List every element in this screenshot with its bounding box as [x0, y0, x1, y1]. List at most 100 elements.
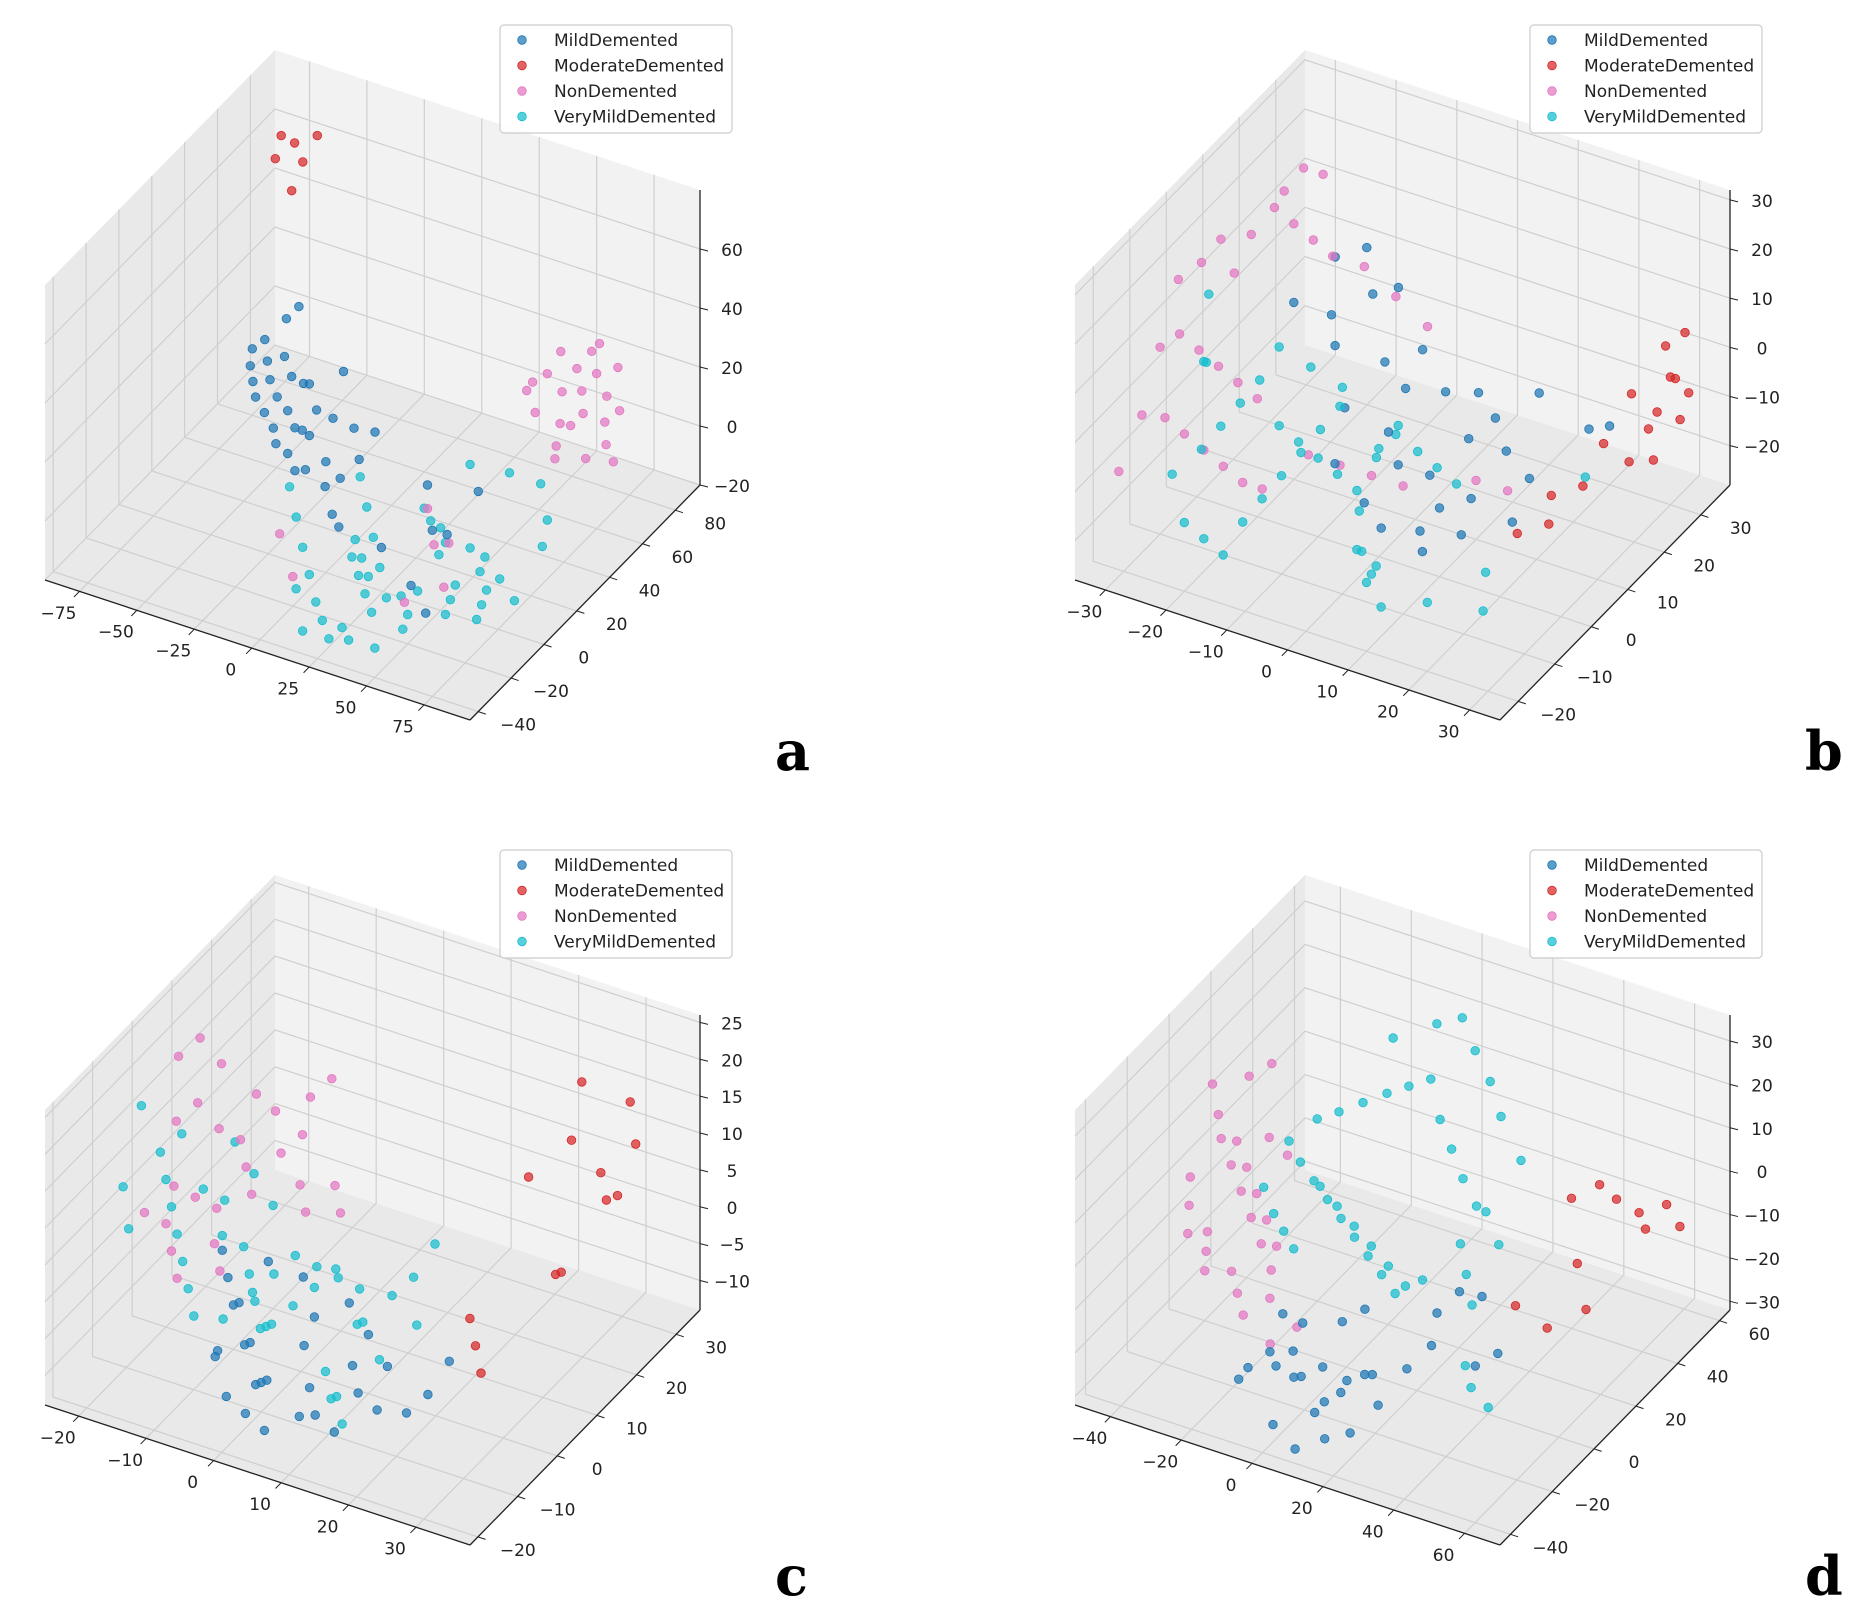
point-milddemented [1376, 523, 1386, 533]
x-tick-mark [1246, 1462, 1253, 1470]
x-tick-label: −75 [41, 604, 77, 624]
point-milddemented [1265, 1347, 1275, 1357]
point-verymilddemented [504, 468, 515, 478]
y-gridline [1168, 1013, 1595, 1450]
point-milddemented [281, 314, 292, 324]
y-tick-label: 20 [1665, 1410, 1687, 1430]
point-milddemented [338, 366, 349, 377]
y-gridline [52, 1101, 479, 1538]
point-nondemented [1257, 484, 1267, 494]
point-verymilddemented [1349, 1221, 1359, 1231]
point-milddemented [240, 1408, 251, 1419]
point-verymilddemented [1204, 289, 1214, 299]
point-nondemented [1213, 1109, 1224, 1120]
point-verymilddemented [1313, 453, 1323, 463]
point-verymilddemented [360, 589, 370, 599]
y-gridline [1210, 971, 1637, 1407]
y-tick-label: 10 [1657, 594, 1679, 614]
point-verymilddemented [343, 635, 354, 645]
panel-a: −75 −50 −25 0 25 50 75 −40 −20 0 20 40 60 80 −20 0 20 40 6… [41, 24, 810, 783]
legend-label: ModerateDemented [554, 882, 724, 902]
point-milddemented [1330, 459, 1340, 469]
point-verymilddemented [331, 1391, 342, 1402]
point-nondemented [572, 363, 582, 374]
z-gridline [1074, 1030, 1731, 1267]
z-gridline [44, 881, 701, 1118]
point-verymilddemented [476, 600, 487, 610]
point-verymilddemented [250, 1296, 260, 1307]
point-milddemented [372, 1405, 382, 1415]
point-nondemented [1246, 1212, 1256, 1223]
point-moderatedemented [289, 138, 300, 148]
point-verymilddemented [1467, 1300, 1477, 1310]
point-milddemented [1326, 310, 1337, 320]
point-nondemented [1269, 202, 1280, 213]
y-gridline [1126, 1056, 1553, 1493]
y-gridline [1084, 1099, 1511, 1535]
point-milddemented [310, 1410, 320, 1420]
point-milddemented [329, 1427, 340, 1437]
point-moderatedemented [596, 1167, 606, 1178]
point-nondemented [551, 441, 561, 451]
point-verymilddemented [445, 595, 456, 605]
y-tick-mark [1554, 663, 1563, 668]
y-tick-label: 40 [639, 581, 661, 601]
point-verymilddemented [217, 1230, 228, 1241]
y-gridline [1238, 117, 1665, 553]
point-moderatedemented [577, 1077, 587, 1087]
z-tick-mark [699, 1021, 709, 1025]
point-verymilddemented [304, 569, 315, 580]
z-tick-label: −20 [1744, 1250, 1780, 1270]
z-tick-mark [1729, 346, 1739, 350]
point-nondemented [297, 1129, 308, 1140]
point-milddemented [245, 1337, 255, 1348]
point-nondemented [613, 362, 623, 373]
legend-marker [517, 60, 527, 71]
point-nondemented [1366, 470, 1377, 481]
z-tick-label: 40 [721, 300, 743, 320]
point-nondemented [602, 391, 612, 401]
z-gridline [1074, 59, 1731, 296]
point-milddemented [309, 1312, 320, 1322]
point-milddemented [260, 334, 270, 345]
point-moderatedemented [523, 1172, 534, 1182]
x-tick-mark [72, 1415, 80, 1423]
point-milddemented [1342, 1375, 1352, 1386]
point-verymilddemented [363, 571, 374, 582]
point-milddemented [1373, 1400, 1383, 1410]
point-verymilddemented [337, 1419, 347, 1429]
x-gridline [1322, 956, 1554, 1488]
point-verymilddemented [1349, 1232, 1360, 1242]
point-milddemented [265, 375, 275, 385]
x-tick-mark [418, 704, 425, 711]
point-verymilddemented [354, 1284, 365, 1294]
point-verymilddemented [1422, 597, 1433, 608]
x-tick-mark [1342, 669, 1349, 677]
legend-marker [1547, 885, 1557, 896]
point-verymilddemented [1483, 1402, 1493, 1413]
legend: MildDemented ModerateDemented NonDemented V… [499, 849, 733, 959]
point-verymilddemented [350, 534, 360, 545]
point-nondemented [422, 503, 433, 514]
point-moderatedemented [1675, 414, 1685, 425]
z-tick-mark [699, 1243, 709, 1247]
point-verymilddemented [1358, 1097, 1368, 1108]
point-nondemented [1391, 291, 1401, 302]
point-nondemented [211, 1203, 222, 1214]
point-verymilddemented [430, 1239, 440, 1249]
point-moderatedemented [631, 1139, 641, 1149]
z-tick-label: 0 [1757, 1163, 1768, 1183]
x-tick-mark [1104, 1416, 1111, 1423]
point-verymilddemented [1460, 1360, 1471, 1371]
z-tick-label: 5 [727, 1162, 738, 1182]
point-milddemented [311, 405, 322, 415]
x-tick-mark [207, 1460, 215, 1467]
z-tick-label: 0 [1757, 339, 1768, 359]
point-milddemented [1330, 340, 1340, 351]
point-nondemented [527, 377, 538, 387]
point-nondemented [195, 1033, 205, 1043]
point-nondemented [173, 1051, 184, 1062]
y-tick-label: 60 [1749, 1325, 1771, 1345]
y-tick-mark [543, 643, 552, 648]
